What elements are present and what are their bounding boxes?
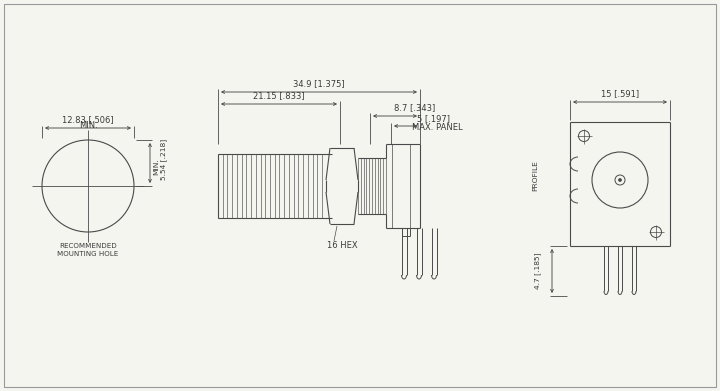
Text: 16 HEX: 16 HEX	[327, 242, 357, 251]
Text: 21.15 [.833]: 21.15 [.833]	[253, 91, 305, 100]
Text: MIN.: MIN.	[78, 122, 97, 131]
Text: 5.54 [.218]: 5.54 [.218]	[161, 138, 167, 179]
Text: MOUNTING HOLE: MOUNTING HOLE	[58, 251, 119, 257]
Text: 34.9 [1.375]: 34.9 [1.375]	[293, 79, 345, 88]
Circle shape	[618, 179, 621, 181]
Text: 12.83 [.506]: 12.83 [.506]	[62, 115, 114, 124]
Text: 4.7 [.185]: 4.7 [.185]	[535, 253, 541, 289]
Text: PROFILE: PROFILE	[532, 161, 538, 192]
Text: 5 [.197]: 5 [.197]	[417, 115, 450, 124]
Text: 8.7 [.343]: 8.7 [.343]	[395, 104, 436, 113]
Text: RECOMMENDED: RECOMMENDED	[59, 243, 117, 249]
Text: MIN.: MIN.	[153, 159, 159, 176]
Text: MAX. PANEL: MAX. PANEL	[412, 122, 463, 131]
Text: 15 [.591]: 15 [.591]	[601, 90, 639, 99]
